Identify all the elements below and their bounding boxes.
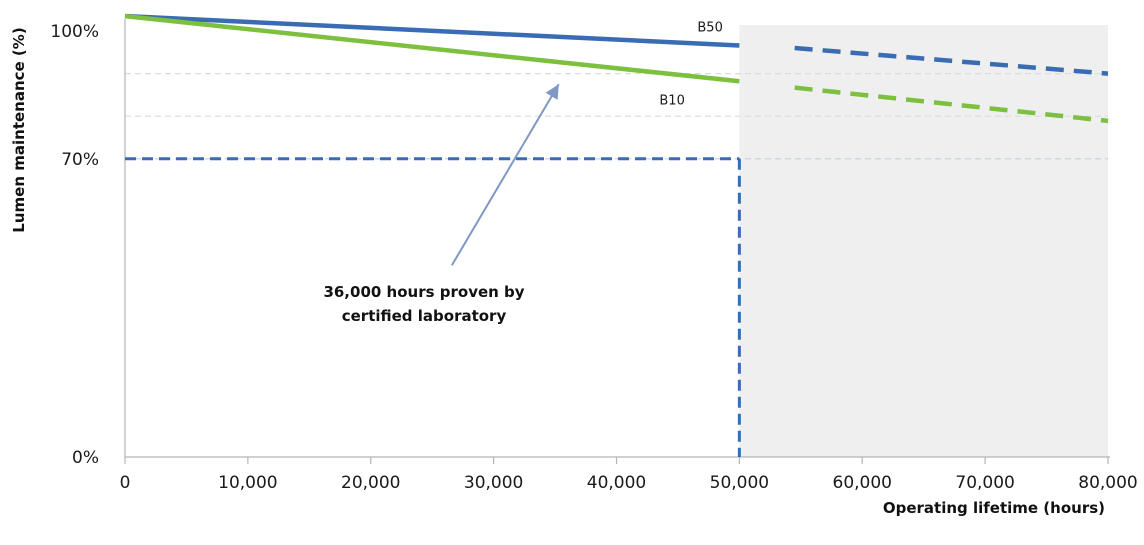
x-tick-label: 80,000 [1078, 473, 1137, 493]
x-tick-label: 60,000 [833, 473, 892, 493]
x-tick-label: 50,000 [710, 473, 769, 493]
annotation-text-line: 36,000 hours proven by [323, 283, 524, 301]
y-tick-label: 0% [72, 448, 99, 468]
series-b50-projected [794, 45, 1109, 76]
y-axis-title: Lumen maintenance (%) [10, 27, 28, 232]
projection-region [739, 25, 1108, 457]
annotation-arrow-head [545, 84, 559, 100]
x-tick-label: 10,000 [218, 473, 277, 493]
annotation-arrow-line [450, 83, 560, 266]
x-tick-label: 0 [120, 473, 131, 493]
series-b50-measured [124, 13, 740, 48]
x-tick-label: 20,000 [341, 473, 400, 493]
series-label-b50: B50 [697, 20, 722, 35]
series-label-b10: B10 [659, 93, 684, 108]
x-tick-label: 40,000 [587, 473, 646, 493]
x-tick-label: 70,000 [955, 473, 1014, 493]
x-tick-label: 30,000 [464, 473, 523, 493]
series-b10-projected [794, 85, 1109, 124]
y-tick-label: 100% [50, 22, 99, 42]
annotation-text-line: certified laboratory [342, 307, 507, 325]
series-b10-measured [124, 13, 740, 84]
x-axis-title: Operating lifetime (hours) [883, 499, 1105, 517]
y-tick-label: 70% [61, 150, 99, 170]
